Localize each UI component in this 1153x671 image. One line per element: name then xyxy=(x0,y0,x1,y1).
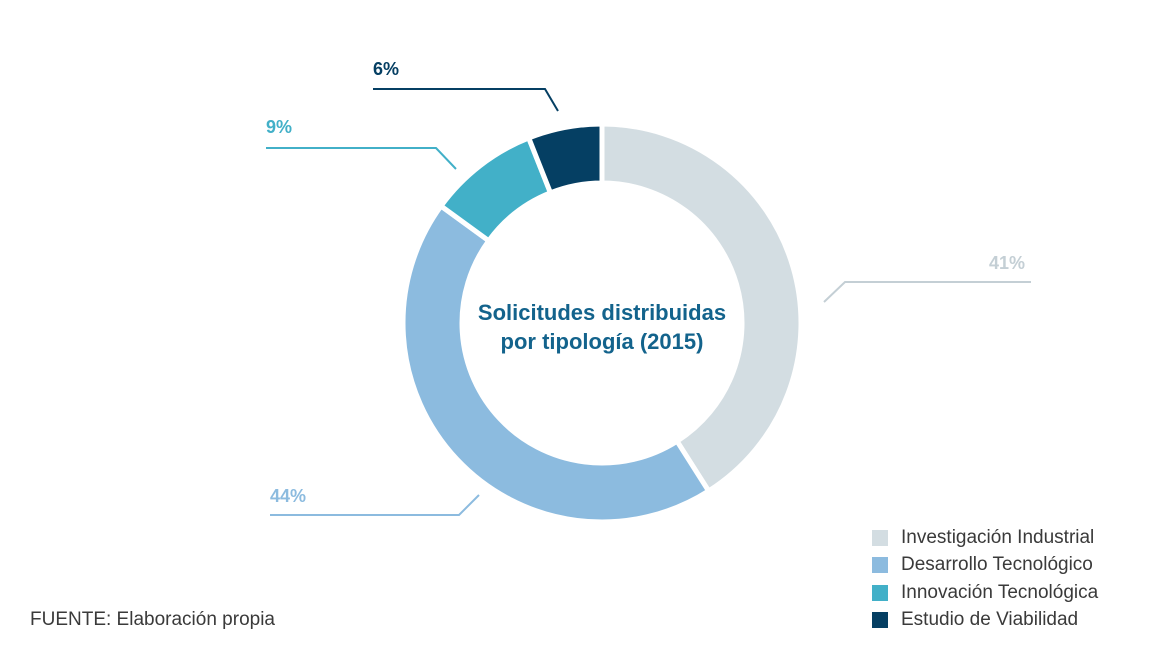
donut-slice-viabilidad xyxy=(525,121,605,197)
data-label-investigacion: 41% xyxy=(989,253,1026,273)
data-label-desarrollo: 44% xyxy=(270,486,307,506)
leader-line-viabilidad xyxy=(373,88,559,112)
legend-label-desarrollo: Desarrollo Tecnológico xyxy=(901,554,1093,576)
data-label-innovacion: 9% xyxy=(266,117,293,137)
legend-item-viabilidad: Estudio de Viabilidad xyxy=(872,607,1098,635)
chart-title: Solicitudes distribuidas por tipología (… xyxy=(452,298,752,356)
legend-label-investigacion: Investigación Industrial xyxy=(901,526,1095,548)
chart-title-line-2: por tipología (2015) xyxy=(500,329,704,354)
donut-slice-investigacion xyxy=(599,121,804,495)
data-label-viabilidad: 6% xyxy=(373,59,400,79)
slices-group xyxy=(400,121,804,525)
legend-swatch-desarrollo xyxy=(872,557,888,574)
legend-label-viabilidad: Estudio de Viabilidad xyxy=(901,609,1079,631)
legend-item-desarrollo: Desarrollo Tecnológico xyxy=(872,552,1098,580)
legend: Investigación Industrial Desarrollo Tecn… xyxy=(872,524,1098,634)
legend-swatch-investigacion xyxy=(872,529,888,546)
leader-lines xyxy=(266,88,1031,516)
legend-item-innovacion: Innovación Tecnológica xyxy=(872,579,1098,607)
leader-line-desarrollo xyxy=(270,494,480,516)
leader-line-innovacion xyxy=(266,147,457,170)
source-note: FUENTE: Elaboración propia xyxy=(30,609,275,630)
leader-line-investigacion xyxy=(823,281,1031,303)
legend-swatch-innovacion xyxy=(872,584,888,601)
legend-label-innovacion: Innovación Tecnológica xyxy=(901,581,1099,603)
legend-item-investigacion: Investigación Industrial xyxy=(872,524,1098,552)
donut-slice-desarrollo xyxy=(400,202,713,525)
chart-title-line-1: Solicitudes distribuidas xyxy=(477,300,727,325)
legend-swatch-viabilidad xyxy=(872,612,888,629)
